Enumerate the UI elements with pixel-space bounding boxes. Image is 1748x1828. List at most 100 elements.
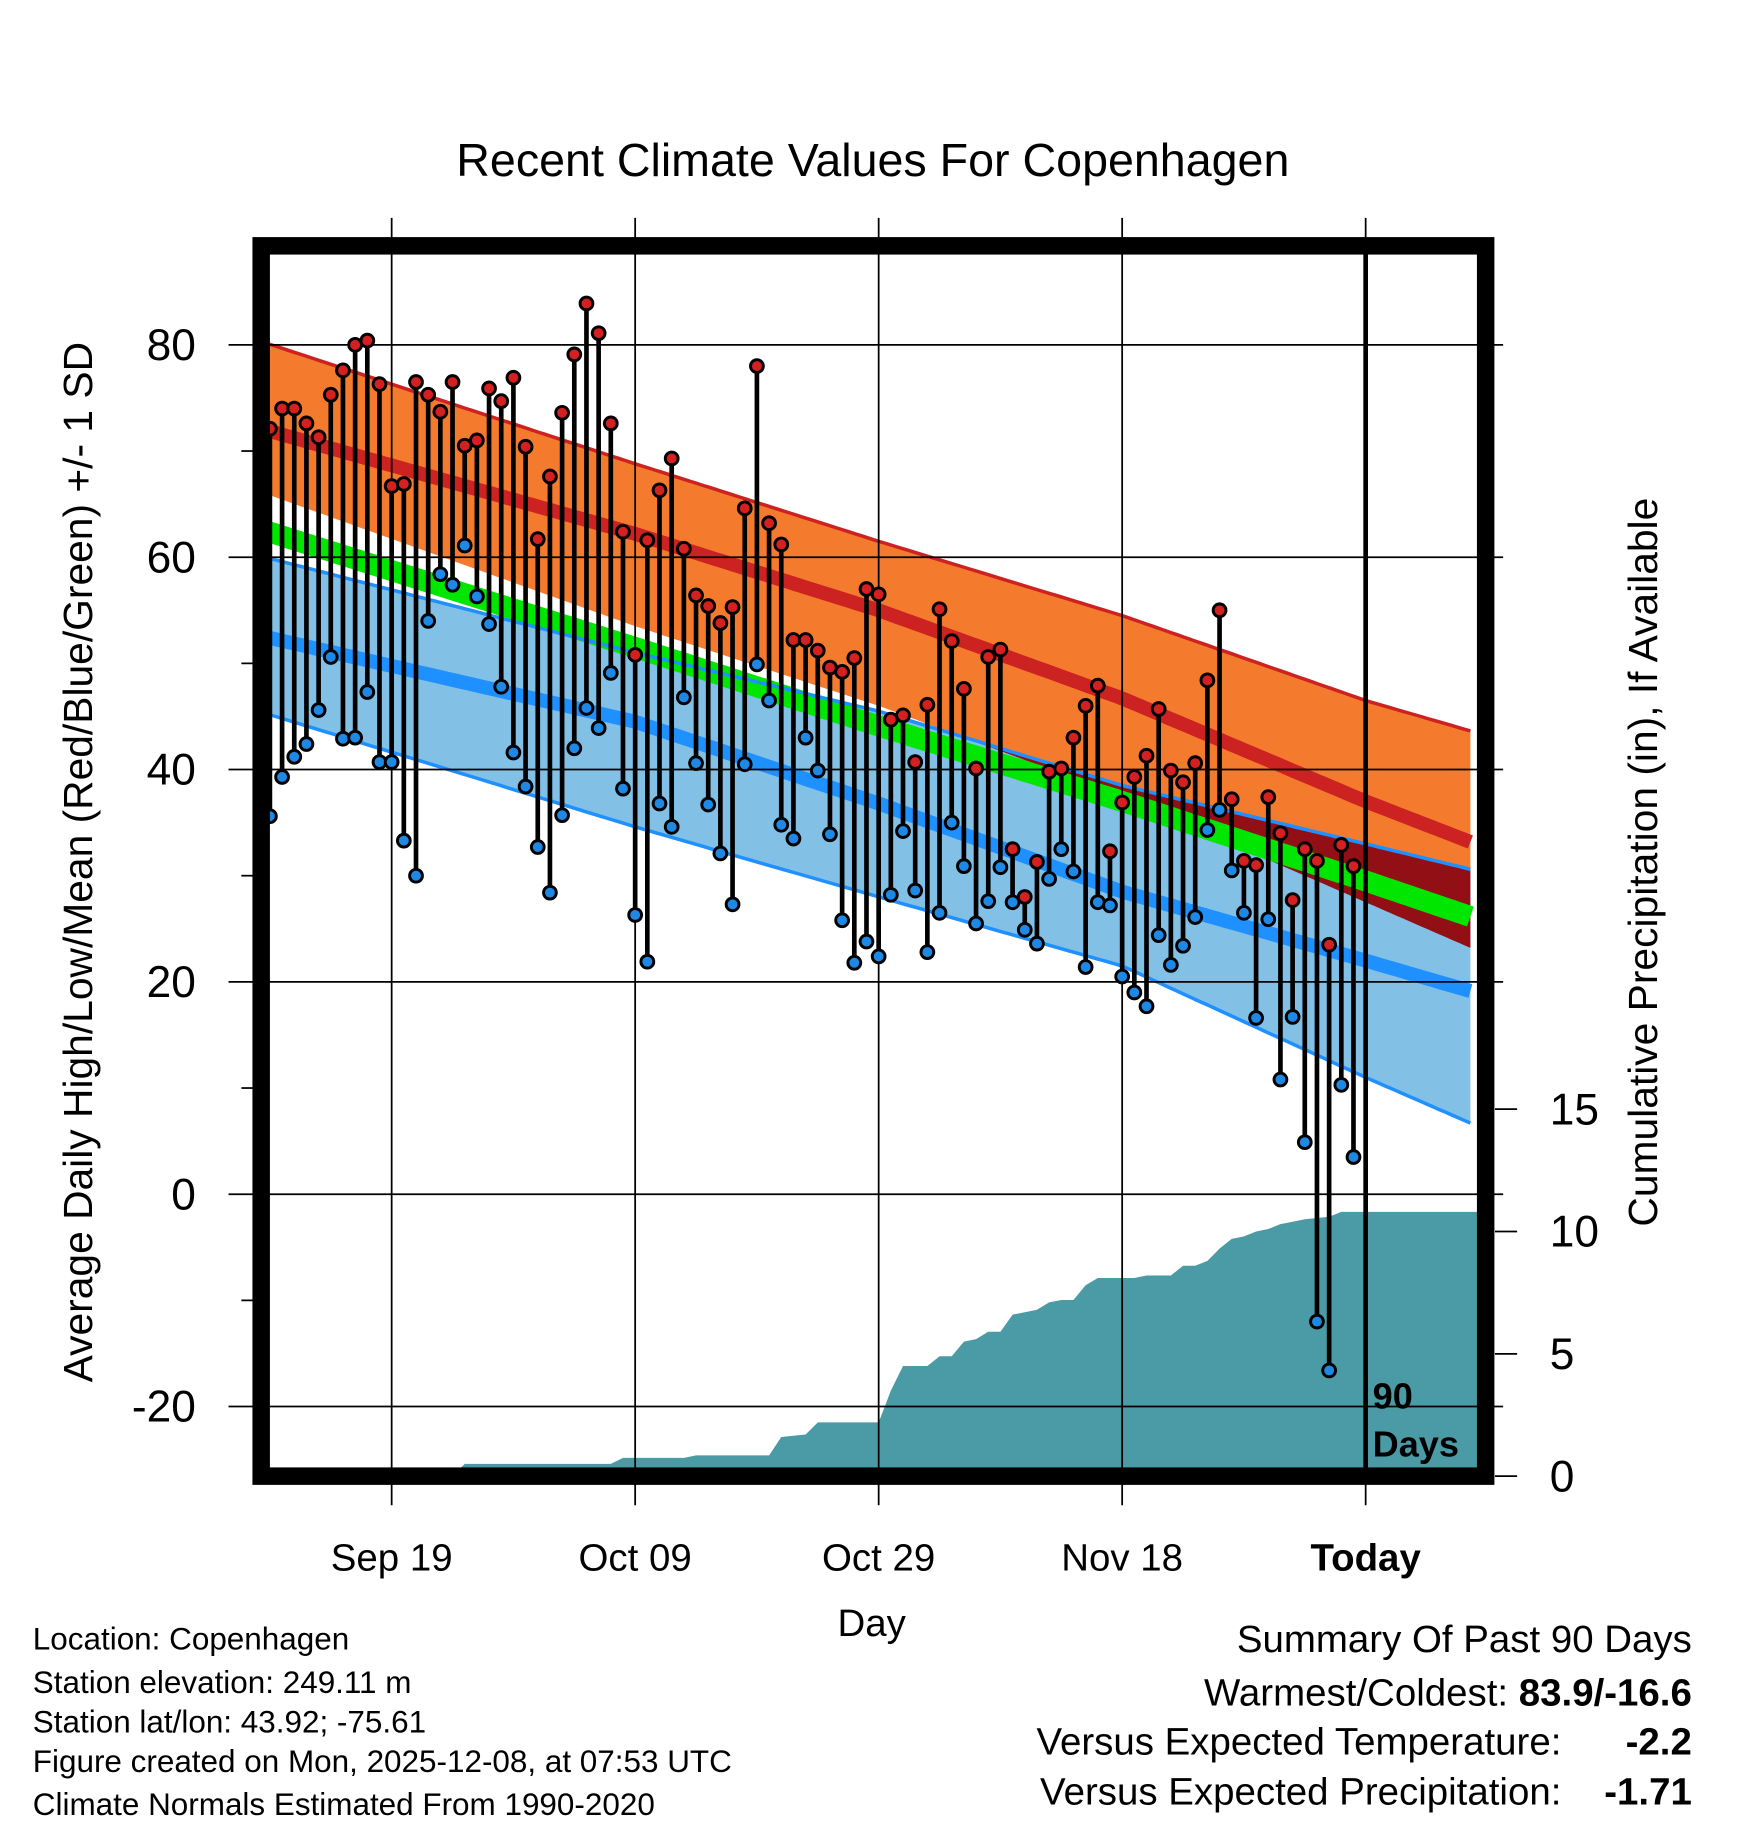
summary-warmest: Warmest/Coldest: 83.9/-16.6 [1204,1672,1692,1715]
daily-low-point [1077,959,1094,975]
daily-low-point [1236,904,1252,921]
daily-low-point [529,839,546,855]
daily-high-point [943,633,960,649]
daily-high-point [797,632,814,648]
daily-high-point [968,760,984,777]
daily-low-point [420,613,437,629]
daily-high-point [1162,762,1179,779]
daily-low-point [639,953,656,970]
daily-high-point [1187,755,1204,772]
daily-low-point [322,649,339,665]
daily-low-point [1029,935,1045,952]
daily-high-point [542,468,558,485]
daily-high-point [1138,747,1155,764]
daily-high-point [469,432,485,449]
daily-low-point [858,933,875,950]
daily-low-point [347,729,363,746]
daily-high-point [956,680,972,697]
y-tick-label: 20 [147,958,196,1007]
daily-low-point [1138,998,1155,1015]
daily-high-point [1126,769,1143,785]
daily-high-point [493,393,510,409]
daily-high-point [1077,697,1094,714]
daily-high-point [724,599,741,615]
daily-high-point [1053,760,1070,777]
daily-high-point [554,404,570,421]
summary-panel: Summary Of Past 90 Days Warmest/Coldest:… [1036,1618,1691,1814]
daily-high-point [688,587,704,604]
daily-high-point [675,540,692,557]
daily-low-point [1321,1362,1338,1379]
daily-high-point [736,500,753,517]
daily-low-point [675,689,692,706]
daily-high-point [1102,843,1118,860]
y2-tick-label: 5 [1550,1330,1575,1379]
daily-low-point [797,729,814,746]
y-axis-ticks: 80 60 40 20 0 -20 [132,321,254,1432]
daily-high-point [992,641,1009,658]
daily-high-point [1211,602,1228,619]
daily-low-point [700,796,717,813]
y2-tick-label: 15 [1550,1085,1599,1134]
daily-low-point [968,915,984,932]
daily-high-point [919,696,936,713]
daily-low-point [310,702,327,718]
daily-low-point [980,893,997,910]
daily-low-point [943,814,960,831]
daily-high-point [322,386,339,403]
y2-axis-ticks: 15 10 5 0 [1494,1085,1599,1501]
daily-low-point [383,754,400,770]
daily-high-point [566,346,583,363]
x-axis-ticks: Sep 19 Oct 09 Oct 29 Nov 18 Today [331,1537,1422,1580]
daily-low-point [1114,968,1131,985]
daily-high-point [529,531,546,548]
daily-high-point [1004,841,1021,858]
y2-tick-label: 10 [1550,1208,1599,1257]
daily-low-point [1053,841,1070,858]
daily-low-point [1284,1009,1301,1025]
daily-high-point [444,374,461,390]
daily-high-point [602,415,619,432]
daily-low-point [663,818,680,835]
daily-low-point [1150,927,1167,944]
daily-low-point [1102,897,1118,914]
info-latlon: Station lat/lon: 43.92; -75.61 [33,1704,426,1739]
daily-high-point [846,650,863,666]
plot-frame [252,237,1495,1485]
daily-high-point [505,369,522,386]
daily-low-point [1309,1313,1325,1330]
station-info: Location: Copenhagen Station elevation: … [33,1622,732,1822]
daily-low-point [688,755,704,772]
daily-high-point [1223,791,1240,808]
x-tick-label: Nov 18 [1061,1537,1183,1580]
daily-high-point [359,332,376,349]
daily-high-point [481,380,497,397]
daily-high-point [1150,701,1167,717]
daily-low-point [724,896,741,913]
y-tick-label: 0 [171,1170,196,1219]
daily-low-point [1345,1149,1362,1165]
daily-low-point [956,858,972,875]
chart-title: Recent Climate Values For Copenhagen [456,134,1289,186]
daily-low-point [1272,1071,1289,1088]
summary-title: Summary Of Past 90 Days [1237,1618,1692,1661]
precip-area-group [269,1211,1482,1477]
daily-high-point [517,438,534,455]
daily-high-point [1089,677,1106,694]
daily-high-point [432,403,449,420]
daily-low-point [359,684,376,700]
daily-low-point [1296,1134,1313,1151]
daily-high-point [420,386,437,403]
temp-value: -2.2 [1626,1721,1692,1764]
daily-stems [267,303,1356,1371]
daily-high-point [408,374,424,390]
daily-low-point [749,656,765,673]
daily-low-point [517,778,534,795]
daily-low-point [578,700,595,716]
daily-high-point [712,615,729,631]
daily-low-point [809,762,826,779]
daily-high-point [1065,729,1082,746]
daily-low-point [432,566,449,583]
daily-high-point [773,536,790,553]
